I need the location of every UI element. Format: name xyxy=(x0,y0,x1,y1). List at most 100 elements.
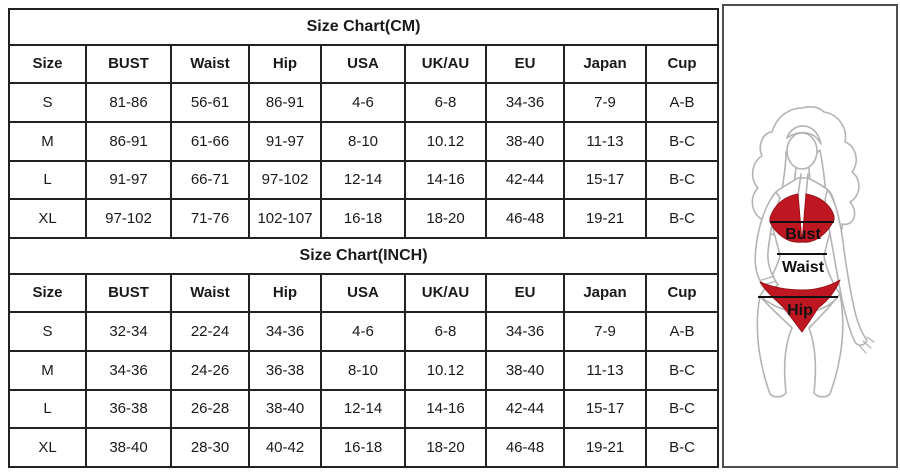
column-header: BUST xyxy=(85,43,172,85)
table-cell: 16-18 xyxy=(320,427,406,468)
table-cell: 46-48 xyxy=(485,427,565,468)
table-cell: 6-8 xyxy=(404,311,487,352)
table-cell: 4-6 xyxy=(320,82,406,123)
column-header: Size xyxy=(8,43,87,85)
right-hand-fingers xyxy=(857,336,875,354)
table-row: M 86-91 61-66 91-97 8-10 10.12 38-40 11-… xyxy=(8,120,720,162)
table-cell: 11-13 xyxy=(563,120,647,162)
column-header: Waist xyxy=(170,272,250,314)
column-header: UK/AU xyxy=(404,272,487,314)
table-cell: 8-10 xyxy=(320,120,406,162)
right-leg xyxy=(808,293,844,398)
table-cell: 19-21 xyxy=(563,198,647,239)
table-cell: L xyxy=(8,159,87,201)
measurement-figure-panel: Bust Waist Hip xyxy=(722,4,898,468)
table-cell: 61-66 xyxy=(170,120,250,162)
column-header: Size xyxy=(8,272,87,314)
bikini-top-right-cup xyxy=(801,193,835,243)
table-cell: 28-30 xyxy=(170,427,250,468)
table-cell: M xyxy=(8,120,87,162)
table-cell: 18-20 xyxy=(404,427,487,468)
table-cell: 38-40 xyxy=(485,120,565,162)
table-cell: A-B xyxy=(644,82,720,123)
table-cell: 15-17 xyxy=(563,159,647,201)
cm-chart-title: Size Chart(CM) xyxy=(7,8,720,46)
column-header: USA xyxy=(320,272,406,314)
table-cell: B-C xyxy=(644,159,720,201)
table-cell: 7-9 xyxy=(563,82,647,123)
table-cell: 16-18 xyxy=(320,198,406,239)
table-cell: B-C xyxy=(644,120,720,162)
table-cell: 102-107 xyxy=(248,198,322,239)
table-cell: 42-44 xyxy=(485,388,565,430)
table-cell: 34-36 xyxy=(248,311,322,352)
table-cell: M xyxy=(8,349,87,391)
table-cell: 14-16 xyxy=(404,159,487,201)
table-cell: 15-17 xyxy=(563,388,647,430)
table-cell: 71-76 xyxy=(170,198,250,239)
table-cell: 97-102 xyxy=(248,159,322,201)
table-cell: 38-40 xyxy=(485,349,565,391)
table-cell: A-B xyxy=(644,311,720,352)
table-cell: 46-48 xyxy=(485,198,565,239)
column-header: Hip xyxy=(248,272,322,314)
table-cell: 91-97 xyxy=(85,159,172,201)
inch-chart-title: Size Chart(INCH) xyxy=(7,236,720,275)
table-cell: 91-97 xyxy=(248,120,322,162)
table-cell: B-C xyxy=(644,388,720,430)
inch-header-row: Size BUST Waist Hip USA UK/AU EU Japan C… xyxy=(8,272,720,314)
table-cell: 36-38 xyxy=(85,388,172,430)
table-cell: 4-6 xyxy=(320,311,406,352)
table-row: S 32-34 22-24 34-36 4-6 6-8 34-36 7-9 A-… xyxy=(8,311,720,352)
table-cell: 11-13 xyxy=(563,349,647,391)
table-cell: 8-10 xyxy=(320,349,406,391)
table-cell: B-C xyxy=(644,349,720,391)
column-header: EU xyxy=(485,272,565,314)
size-chart-table: Size Chart(CM) Size BUST Waist Hip USA U… xyxy=(7,8,720,468)
measurement-figure-illustration: Bust Waist Hip xyxy=(751,106,875,398)
table-cell: 66-71 xyxy=(170,159,250,201)
bikini-straps xyxy=(797,173,809,196)
column-header: Waist xyxy=(170,43,250,85)
column-header: UK/AU xyxy=(404,43,487,85)
table-cell: 6-8 xyxy=(404,82,487,123)
table-cell: 7-9 xyxy=(563,311,647,352)
inch-title-row: Size Chart(INCH) xyxy=(7,236,720,275)
table-cell: 24-26 xyxy=(170,349,250,391)
table-cell: 34-36 xyxy=(485,82,565,123)
table-cell: 40-42 xyxy=(248,427,322,468)
table-cell: 86-91 xyxy=(248,82,322,123)
table-cell: 36-38 xyxy=(248,349,322,391)
bust-label: Bust xyxy=(785,226,821,243)
left-leg xyxy=(756,295,793,398)
table-cell: 22-24 xyxy=(170,311,250,352)
table-cell: B-C xyxy=(644,198,720,239)
table-cell: 42-44 xyxy=(485,159,565,201)
column-header: Japan xyxy=(563,43,647,85)
column-header: Cup xyxy=(644,43,720,85)
bikini-bottom xyxy=(759,279,841,333)
hip-label: Hip xyxy=(787,302,813,319)
table-cell: 34-36 xyxy=(85,349,172,391)
table-cell: 12-14 xyxy=(320,388,406,430)
column-header: EU xyxy=(485,43,565,85)
table-cell: 56-61 xyxy=(170,82,250,123)
table-cell: 34-36 xyxy=(485,311,565,352)
cm-title-row: Size Chart(CM) xyxy=(7,8,720,46)
table-cell: XL xyxy=(8,427,87,468)
table-cell: 81-86 xyxy=(85,82,172,123)
table-row: XL 38-40 28-30 40-42 16-18 18-20 46-48 1… xyxy=(8,427,720,468)
table-cell: 32-34 xyxy=(85,311,172,352)
column-header: Hip xyxy=(248,43,322,85)
waist-label: Waist xyxy=(782,259,825,276)
table-row: M 34-36 24-26 36-38 8-10 10.12 38-40 11-… xyxy=(8,349,720,391)
table-cell: 10.12 xyxy=(404,349,487,391)
table-cell: 38-40 xyxy=(248,388,322,430)
table-cell: S xyxy=(8,82,87,123)
table-row: XL 97-102 71-76 102-107 16-18 18-20 46-4… xyxy=(8,198,720,239)
table-cell: 10.12 xyxy=(404,120,487,162)
table-cell: 14-16 xyxy=(404,388,487,430)
hair-fringe xyxy=(786,125,822,145)
table-cell: 26-28 xyxy=(170,388,250,430)
